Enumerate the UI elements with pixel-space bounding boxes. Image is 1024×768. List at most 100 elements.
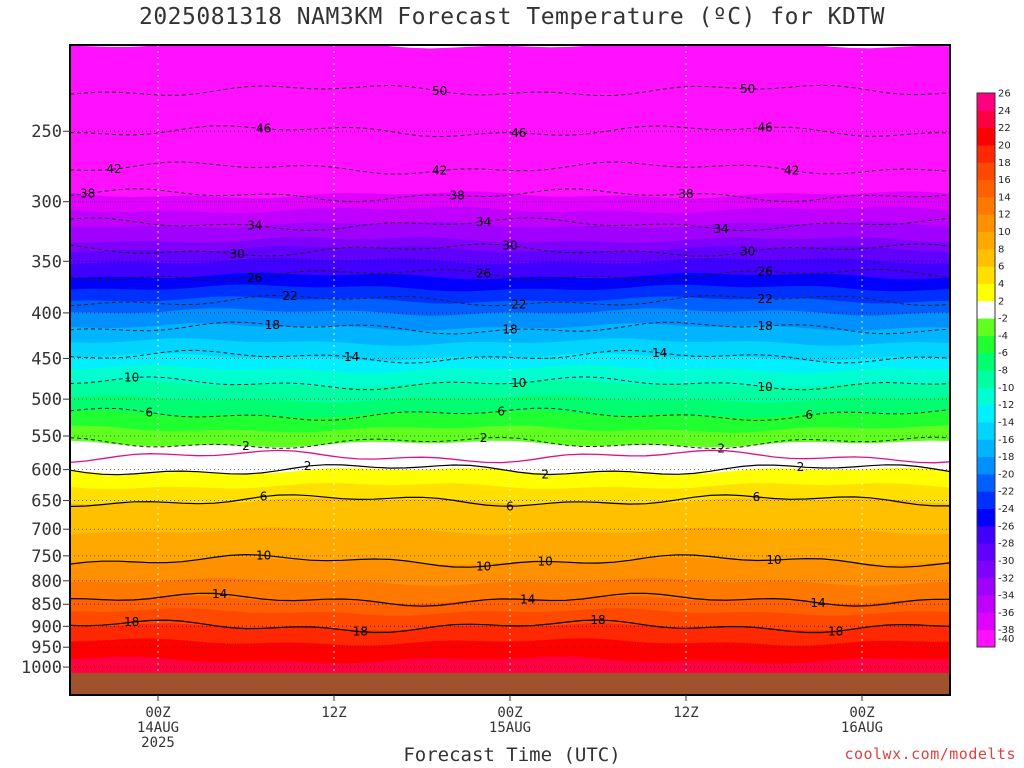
isotherm-label: 18 [828,624,843,638]
colorbar-label: -34 [998,591,1014,602]
isotherm-label: 2 [797,460,805,474]
isotherm-label: 50 [432,84,447,98]
isotherm-label: 38 [80,187,95,201]
isotherm-label: 6 [145,405,153,419]
isotherm-label: 10 [124,371,139,385]
isotherm-label: 42 [106,162,121,176]
colorbar-swatch [977,283,995,302]
x-tick-label: 12Z [673,705,698,721]
isotherm-label: 6 [506,499,514,513]
isotherm-label: 30 [740,245,755,259]
isotherm-label: 10 [511,376,526,390]
colorbar-swatch [977,110,995,129]
isotherm-label: 10 [766,553,781,567]
y-tick-label: 700 [31,520,62,540]
colorbar-label: 6 [998,262,1004,273]
colorbar-frame [976,92,996,648]
y-axis: 2503003504004505005506006507007508008509… [21,122,70,678]
colorbar-label: 22 [998,123,1011,134]
y-tick-label: 650 [31,492,62,512]
colorbar-swatch [977,231,995,250]
colorbar-label: 20 [998,140,1011,151]
x-tick-label: 16AUG [841,720,883,736]
colorbar-label: 4 [998,279,1004,290]
isotherm-line [70,376,950,391]
colorbar-swatch [977,248,995,267]
colorbar-label: -18 [998,452,1014,463]
colorbar-label: -28 [998,539,1014,550]
x-axis-title: Forecast Time (UTC) [403,744,621,766]
isotherm-label: 14 [652,346,667,360]
isotherm-label: 10 [758,380,773,394]
colorbar-label: -30 [998,556,1014,567]
isotherm-label: 22 [282,289,297,303]
colorbar-swatch [977,352,995,371]
y-tick-label: 750 [31,547,62,567]
source-credit[interactable]: coolwx.com/modelts [844,745,1016,763]
isotherm-label: 2 [541,467,549,481]
colorbar-swatch [977,525,995,544]
y-tick-label: 250 [31,122,62,142]
isotherm-label: 2 [304,459,312,473]
isotherm-label: 6 [497,404,505,418]
isotherm-label: 42 [784,163,799,177]
colorbar-swatch [977,214,995,232]
colorbar-swatch [977,421,995,440]
y-tick-label: 550 [31,427,62,447]
x-tick-label: 2025 [141,735,175,751]
isotherm-label: 34 [247,218,262,232]
isotherm-label: 50 [740,82,755,96]
colorbar-label: -40 [998,634,1014,645]
y-tick-label: 850 [31,595,62,615]
colorbar-label: -36 [998,608,1014,619]
isotherm-line [70,592,950,607]
colorbar-label: 24 [998,106,1011,117]
colorbar-label: -24 [998,504,1014,515]
colorbar-label: -10 [998,383,1014,394]
isotherm-line [70,217,950,232]
isotherm-line [70,161,950,175]
isotherm-label: 18 [124,615,139,629]
y-tick-label: 500 [31,390,62,410]
colorbar: -38-36-34-32-30-28-26-24-22-20-18-16-14-… [976,89,1014,648]
colorbar-swatch [977,300,995,319]
isotherm-label: 34 [476,215,491,229]
isotherm-label: 46 [758,121,773,135]
colorbar-swatch [977,577,995,596]
temperature-field [70,45,950,695]
isotherm-label: 10 [476,559,491,573]
isotherm-label: 18 [502,322,517,336]
colorbar-label: 10 [998,227,1011,238]
colorbar-label: -20 [998,469,1014,480]
isotherm-label: 22 [511,298,526,312]
colorbar-swatch [977,491,995,509]
isotherm-label: 10 [538,554,553,568]
isotherm-label: 2 [242,439,250,453]
isotherm-line [70,321,950,335]
isotherm-line [70,436,950,450]
isotherm-label: 6 [753,490,761,504]
isotherm-label: 18 [758,319,773,333]
isotherm-label: 10 [256,548,271,562]
colorbar-label: -22 [998,487,1014,498]
isotherm-line [70,619,950,634]
colorbar-label: -16 [998,435,1014,446]
isotherm-line [70,188,950,203]
x-tick-label: 12Z [321,705,346,721]
isotherm-label: 2 [480,431,488,445]
colorbar-label: -6 [998,348,1008,359]
x-tick-label: 15AUG [489,720,531,736]
colorbar-swatch [977,127,995,146]
colorbar-label: 16 [998,175,1011,186]
y-tick-label: 1000 [21,658,62,678]
colorbar-label: -4 [998,331,1008,342]
isotherm-line [70,407,950,422]
colorbar-label: -12 [998,400,1014,411]
colorbar-swatch [977,439,995,458]
colorbar-swatch [977,543,995,561]
colorbar-label: 26 [998,89,1011,100]
colorbar-swatch [977,93,995,111]
colorbar-label: -38 [998,625,1014,636]
